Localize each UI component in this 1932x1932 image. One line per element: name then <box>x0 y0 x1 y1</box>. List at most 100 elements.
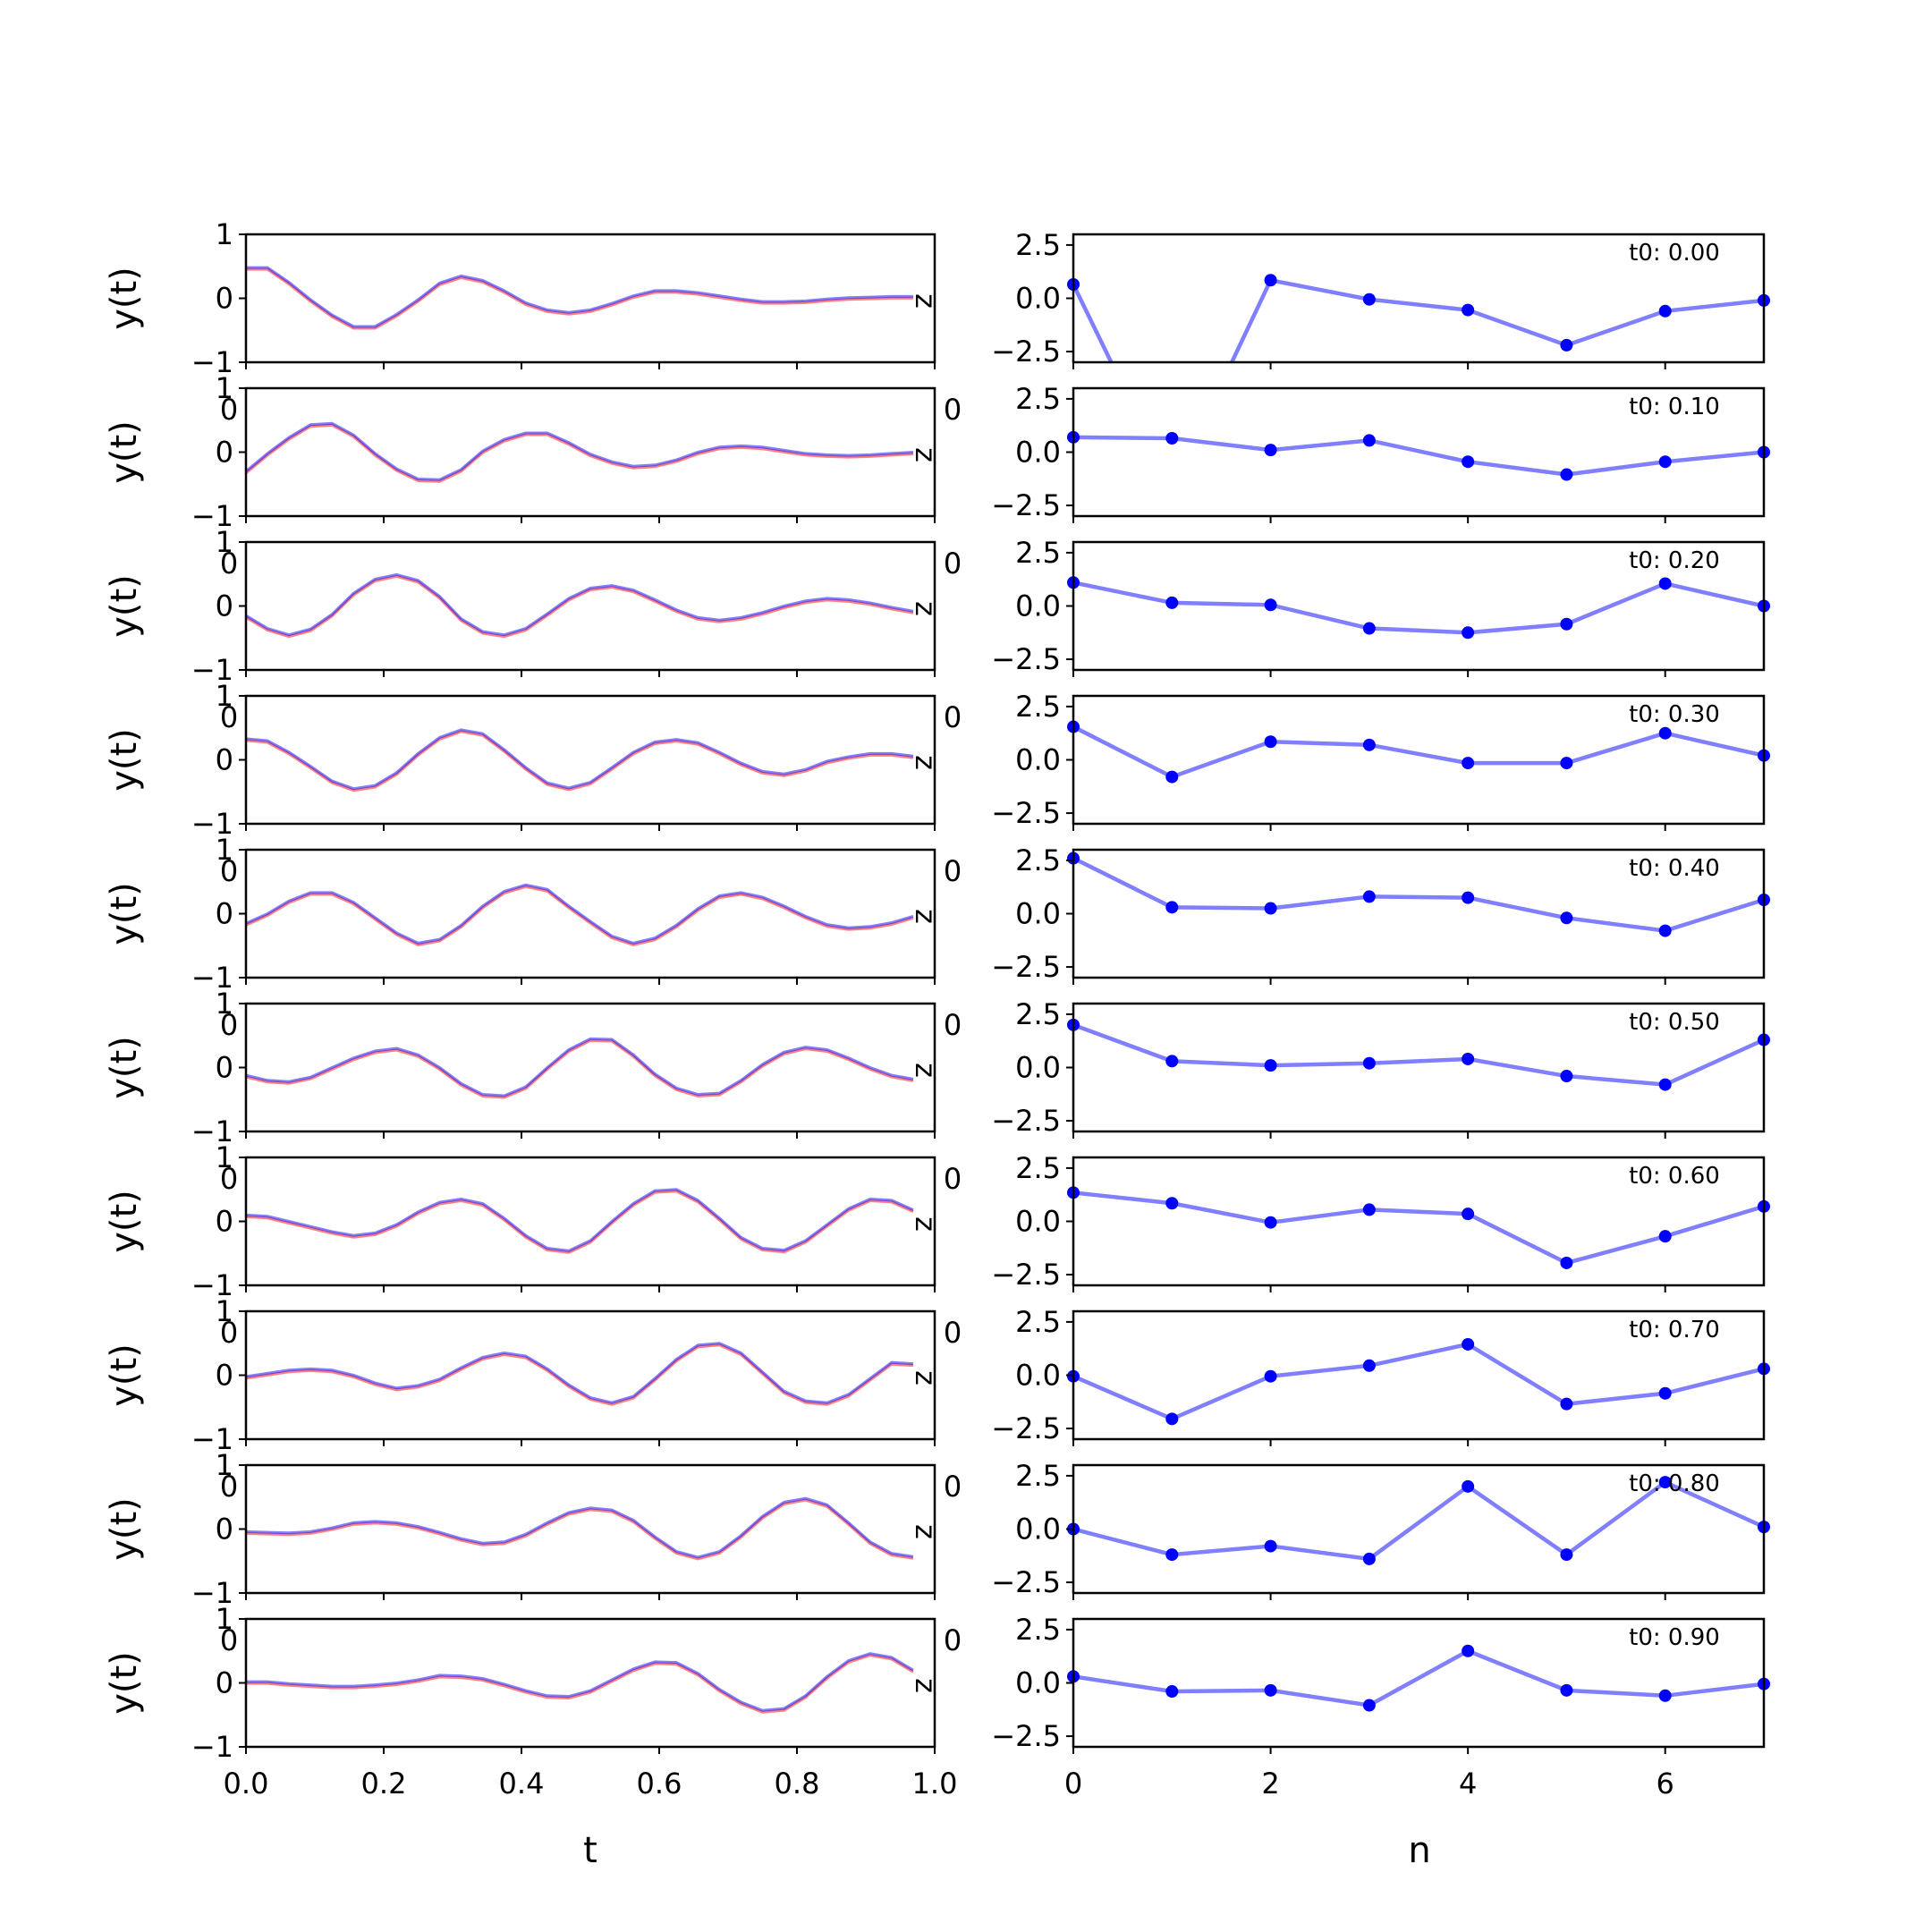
data-point <box>1658 1689 1672 1702</box>
data-point <box>1264 1683 1277 1697</box>
data-point <box>1462 1337 1475 1351</box>
y-axis-label: y(t) <box>104 420 145 484</box>
left-subplot-9: 10−10.0 0.2 0.4 0.6 0.8 1.0y(t) z0 0 <box>104 1602 962 1801</box>
data-point <box>1362 1056 1376 1070</box>
data-point <box>1462 1479 1475 1493</box>
y-tick-label: 1 <box>216 1602 233 1636</box>
y-tick-label: −1 <box>191 1730 233 1764</box>
y-tick-label: 1 <box>216 987 233 1021</box>
data-point <box>1462 1052 1475 1065</box>
corner-label: z <box>909 1524 943 1539</box>
data-point <box>1165 770 1179 784</box>
overlap-tick-label: 0 <box>220 700 238 734</box>
left-subplot-1: 10−1y(t) z0 0 <box>104 371 962 533</box>
right-subplot-3: 2.5 0.0 −2.5 t0: 0.30 <box>991 690 1770 831</box>
data-point <box>1264 735 1277 749</box>
series-line-blue <box>246 1188 914 1252</box>
data-point <box>1658 1476 1672 1489</box>
series-line <box>1073 856 1764 933</box>
right-subplot-7: 2.5 0.0 −2.5 t0: 0.70 <box>991 1305 1770 1446</box>
overlap-tick-label: 0 <box>944 1162 962 1196</box>
right-subplot-5: 2.5 0.0 −2.5 t0: 0.50 <box>991 997 1770 1139</box>
overlap-tick-label: 0 <box>220 1316 238 1350</box>
y-tick-label: 2.5 <box>1015 1613 1061 1647</box>
data-point <box>1165 1548 1179 1562</box>
y-tick-label: −2.5 <box>991 488 1061 522</box>
data-point <box>1362 1203 1376 1216</box>
y-tick-label: 0.0 <box>1015 1051 1061 1085</box>
overlap-tick-label: 0 <box>944 1623 962 1657</box>
x-tick-label: 0 <box>1064 1767 1082 1801</box>
series-line-blue <box>246 1037 914 1097</box>
data-point <box>1560 1548 1573 1562</box>
y-tick-label: −2.5 <box>991 642 1061 676</box>
series-line-blue <box>246 266 913 328</box>
y-tick-label: 1 <box>216 371 233 405</box>
data-point <box>1165 596 1179 609</box>
data-point <box>1560 1683 1573 1697</box>
right-subplot-9: 2.5 0.0 −2.50 2 4 6 t0: 0.90 <box>991 1613 1770 1801</box>
series-line-red <box>246 1654 914 1714</box>
overlap-tick-label: 0 <box>220 1008 238 1042</box>
data-point <box>1560 911 1573 925</box>
left-subplot-0: 1 0 −1 y(t) z <box>104 217 943 379</box>
right-x-axis-label: n <box>1408 1830 1430 1871</box>
t0-label: t0: 0.80 <box>1629 1470 1720 1497</box>
data-point <box>1462 1644 1475 1657</box>
y-axis-label: y(t) <box>104 267 145 330</box>
y-tick-label: −2.5 <box>991 1719 1061 1753</box>
series-line <box>1073 435 1764 477</box>
right-subplot-8: 2.5 0.0 −2.5 t0: 0.80 <box>991 1459 1770 1600</box>
data-point <box>1658 924 1672 937</box>
y-tick-label: −1 <box>191 1268 233 1302</box>
data-point <box>1462 891 1475 904</box>
right-subplot-2: 2.5 0.0 −2.5 t0: 0.20 <box>991 536 1770 677</box>
t0-label: t0: 0.00 <box>1629 240 1720 267</box>
left-axes-frame <box>244 848 936 979</box>
data-point <box>1165 1197 1179 1210</box>
data-point <box>1264 598 1277 612</box>
y-tick-label: 0 <box>216 1359 233 1393</box>
y-tick-label: 0 <box>216 897 233 931</box>
y-tick-label: −2.5 <box>991 950 1061 984</box>
y-tick-label: 0.0 <box>1015 589 1061 623</box>
right-panel: 2.5 0.0 −2.5 t0: 0.00 2.5 0.0 −2.5 t0: 0.10 2.5 0… <box>991 228 1770 1801</box>
left-axes-frame <box>244 1002 936 1133</box>
y-tick-label: 0.0 <box>1015 1205 1061 1239</box>
data-point <box>1560 1070 1573 1083</box>
y-tick-label: −2.5 <box>991 1565 1061 1599</box>
y-tick-label: −1 <box>191 345 233 379</box>
x-tick-label: 4 <box>1459 1767 1477 1801</box>
y-tick-label: 1 <box>216 525 233 559</box>
series-line <box>1073 580 1764 635</box>
corner-label: z <box>909 601 943 616</box>
series-line-blue <box>246 572 914 637</box>
left-axes-frame <box>244 386 936 518</box>
data-point <box>1658 577 1672 590</box>
x-tick-label: 0.4 <box>499 1767 545 1801</box>
y-tick-label: 2.5 <box>1015 228 1061 262</box>
corner-label: z <box>909 1370 943 1385</box>
series-line-blue <box>246 1652 914 1712</box>
y-tick-label: −2.5 <box>991 796 1061 830</box>
data-point <box>1658 1078 1672 1091</box>
data-point <box>1560 1256 1573 1269</box>
overlap-tick-label: 0 <box>944 1316 962 1350</box>
series-line-blue <box>246 1342 914 1404</box>
left-axes-frame <box>244 540 936 672</box>
data-point <box>1362 890 1376 903</box>
data-point <box>1658 726 1672 740</box>
x-tick-label: 2 <box>1261 1767 1279 1801</box>
series-line-red <box>246 423 914 483</box>
data-point <box>1362 1699 1376 1712</box>
t0-label: t0: 0.90 <box>1629 1624 1720 1651</box>
data-point <box>1560 338 1573 352</box>
data-point <box>1560 468 1573 481</box>
left-subplot-6: 10−1y(t) z0 0 <box>104 1140 962 1302</box>
y-tick-label: −1 <box>191 1576 233 1610</box>
right-subplot-0: 2.5 0.0 −2.5 t0: 0.00 <box>991 228 1770 369</box>
data-point <box>1362 292 1376 306</box>
right-subplot-1: 2.5 0.0 −2.5 t0: 0.10 <box>991 382 1770 523</box>
corner-label: z <box>909 755 943 770</box>
